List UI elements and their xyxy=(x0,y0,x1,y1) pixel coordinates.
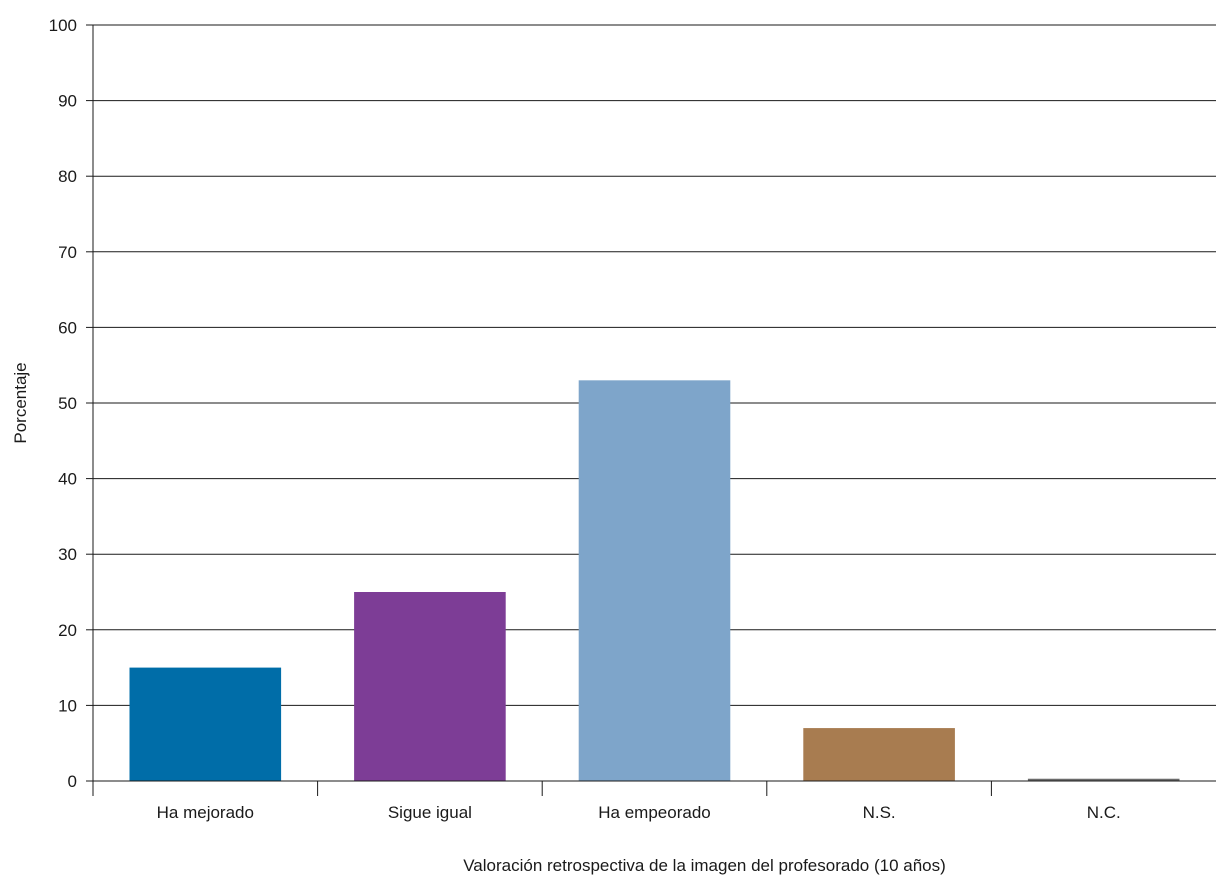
y-tick-label: 80 xyxy=(58,167,77,186)
y-tick-label: 100 xyxy=(49,16,77,35)
y-tick-label: 20 xyxy=(58,621,77,640)
bars xyxy=(129,380,1180,781)
bar xyxy=(1027,778,1180,781)
bar xyxy=(803,728,955,781)
bar xyxy=(578,380,731,781)
y-tick-label: 0 xyxy=(68,772,77,791)
bar xyxy=(354,592,506,781)
y-tick-label: 60 xyxy=(58,318,77,337)
x-tick-label: N.S. xyxy=(863,803,896,822)
x-tick-label: Ha mejorado xyxy=(157,803,254,822)
y-tick-label: 40 xyxy=(58,470,77,489)
x-axis-title: Valoración retrospectiva de la imagen de… xyxy=(463,856,946,875)
y-axis-title: Porcentaje xyxy=(11,362,30,443)
y-tick-label: 30 xyxy=(58,545,77,564)
y-tick-label: 10 xyxy=(58,696,77,715)
x-axis-ticks: Ha mejorado Sigue igual Ha empeorado N.S. N.… xyxy=(157,781,1121,822)
y-tick-label: 90 xyxy=(58,92,77,111)
x-tick-label: Ha empeorado xyxy=(598,803,710,822)
bar xyxy=(129,667,282,781)
y-tick-label: 70 xyxy=(58,243,77,262)
y-tick-label: 50 xyxy=(58,394,77,413)
x-tick-label: N.C. xyxy=(1087,803,1121,822)
x-tick-label: Sigue igual xyxy=(388,803,472,822)
y-axis-ticks: 0 10 20 30 40 50 60 70 80 90 100 xyxy=(49,16,93,791)
